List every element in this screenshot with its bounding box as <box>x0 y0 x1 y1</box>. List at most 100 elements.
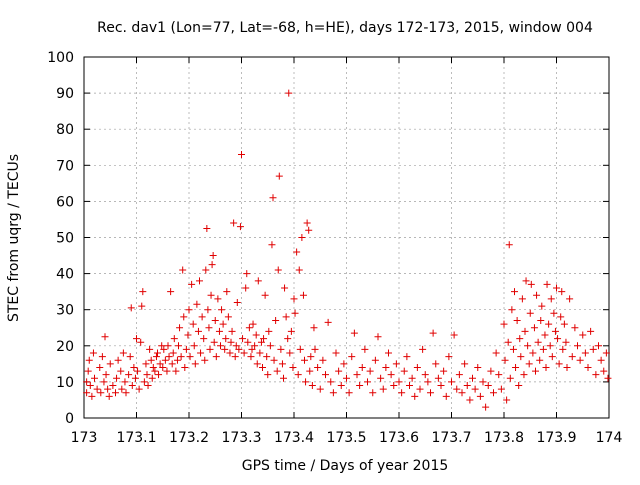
data-point-plus-marker <box>175 342 182 350</box>
data-point-plus-marker <box>155 371 163 379</box>
data-point-plus-marker <box>285 89 293 97</box>
data-point-plus-marker <box>127 304 135 312</box>
data-point-plus-marker <box>509 345 517 353</box>
data-point-plus-marker <box>311 345 319 353</box>
data-point-plus-marker <box>179 266 187 274</box>
data-point-plus-marker <box>172 367 180 375</box>
data-point-plus-marker <box>600 367 608 375</box>
data-point-plus-marker <box>138 302 146 310</box>
data-point-plus-marker <box>512 363 520 371</box>
data-point-plus-marker <box>97 389 105 397</box>
data-point-plus-marker <box>226 349 234 357</box>
data-point-plus-marker <box>257 338 265 346</box>
data-point-plus-marker <box>332 349 340 357</box>
data-point-plus-marker <box>522 277 530 285</box>
data-point-plus-marker <box>448 378 455 386</box>
data-point-plus-marker <box>395 378 403 386</box>
data-point-plus-marker <box>542 363 550 371</box>
data-point-plus-marker <box>390 382 398 390</box>
data-point-plus-marker <box>284 335 292 343</box>
data-point-plus-marker <box>595 342 602 350</box>
data-point-plus-marker <box>205 324 213 332</box>
data-point-plus-marker <box>185 306 193 314</box>
data-point-plus-marker <box>212 353 220 361</box>
data-point-plus-marker <box>568 353 576 361</box>
data-point-plus-marker <box>385 349 392 357</box>
data-point-plus-marker <box>310 324 318 332</box>
data-point-plus-marker <box>207 291 215 299</box>
data-point-plus-marker <box>562 338 570 346</box>
data-point-plus-marker <box>240 349 248 357</box>
data-point-plus-marker <box>305 226 313 234</box>
data-point-plus-marker <box>539 345 547 353</box>
data-point-plus-marker <box>550 309 558 317</box>
data-point-plus-marker <box>303 219 311 227</box>
data-point-plus-marker <box>299 291 307 299</box>
data-point-plus-marker <box>536 356 544 364</box>
data-point-plus-marker <box>461 360 469 368</box>
data-point-plus-marker <box>198 313 206 321</box>
data-point-plus-marker <box>96 363 104 371</box>
data-point-plus-marker <box>413 363 421 371</box>
data-point-plus-marker <box>106 360 114 368</box>
data-point-plus-marker <box>335 367 343 375</box>
data-point-plus-marker <box>191 360 199 368</box>
data-point-plus-marker <box>151 367 159 375</box>
data-point-plus-marker <box>86 382 94 390</box>
data-point-plus-marker <box>466 396 474 404</box>
data-point-plus-marker <box>149 363 157 371</box>
data-point-plus-marker <box>566 295 574 303</box>
data-point-plus-marker <box>182 345 190 353</box>
data-point-plus-marker <box>377 374 385 382</box>
data-point-plus-marker <box>83 389 91 397</box>
data-point-plus-marker <box>148 374 156 382</box>
data-point-plus-marker <box>211 317 219 325</box>
data-point-plus-marker <box>277 345 285 353</box>
data-point-plus-marker <box>345 389 353 397</box>
data-point-plus-marker <box>194 327 202 335</box>
data-point-plus-marker <box>170 335 178 343</box>
data-point-plus-marker <box>327 378 335 386</box>
data-point-plus-marker <box>168 360 176 368</box>
data-point-plus-marker <box>221 345 229 353</box>
y-tick-label: 10 <box>56 375 74 391</box>
data-point-plus-marker <box>89 349 97 357</box>
data-point-plus-marker <box>189 320 197 328</box>
data-point-plus-marker <box>560 320 568 328</box>
data-point-plus-marker <box>474 363 482 371</box>
data-point-plus-marker <box>400 367 408 375</box>
data-point-plus-marker <box>527 280 535 288</box>
data-point-plus-marker <box>186 353 194 361</box>
data-point-plus-marker <box>119 349 127 357</box>
data-point-plus-marker <box>181 363 189 371</box>
data-point-plus-marker <box>144 382 152 390</box>
data-point-plus-marker <box>251 342 259 350</box>
data-point-plus-marker <box>319 356 327 364</box>
y-tick-label: 0 <box>65 411 74 427</box>
x-tick-label: 173.1 <box>116 430 156 446</box>
data-point-plus-marker <box>154 349 161 357</box>
data-point-plus-marker <box>379 385 387 393</box>
data-point-plus-marker <box>125 371 133 379</box>
data-point-plus-marker <box>364 378 371 386</box>
data-point-plus-marker <box>197 349 205 357</box>
data-point-plus-marker <box>571 324 579 332</box>
data-point-plus-marker <box>228 327 236 335</box>
data-point-plus-marker <box>278 360 286 368</box>
data-point-plus-marker <box>293 248 301 256</box>
data-point-plus-marker <box>167 288 175 296</box>
data-point-plus-marker <box>238 150 245 158</box>
data-point-plus-marker <box>340 360 348 368</box>
data-point-plus-marker <box>269 194 277 202</box>
data-point-plus-marker <box>533 291 541 299</box>
data-point-plus-marker <box>281 284 289 292</box>
x-tick-label: 173.9 <box>536 430 576 446</box>
x-axis-label: GPS time / Days of year 2015 <box>242 458 449 474</box>
data-point-plus-marker <box>290 295 298 303</box>
data-point-plus-marker <box>487 367 495 375</box>
data-point-plus-marker <box>158 342 166 350</box>
data-point-plus-marker <box>83 378 91 386</box>
data-point-plus-marker <box>294 371 302 379</box>
data-point-plus-marker <box>137 338 145 346</box>
data-point-plus-marker <box>515 382 523 390</box>
